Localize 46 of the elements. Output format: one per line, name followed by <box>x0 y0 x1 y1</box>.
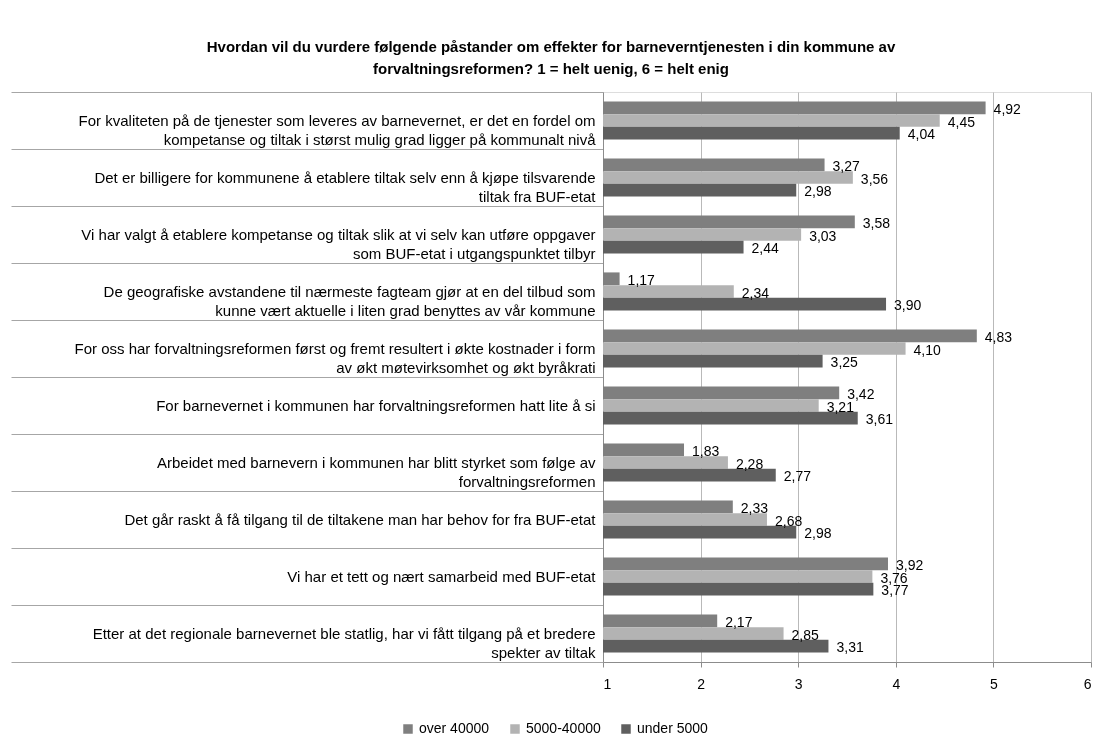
data-label: 2,17 <box>725 613 753 630</box>
x-tick-label: 4 <box>892 675 901 692</box>
data-label: 2,33 <box>740 499 769 516</box>
data-label: 3,92 <box>895 556 924 573</box>
data-label: 2,98 <box>804 183 832 200</box>
data-label: 4,04 <box>907 126 936 143</box>
data-label: 2,68 <box>774 512 803 529</box>
y-tick-label: For barnevernet i kommunen har forvaltningsreformen hatt lite å si <box>156 397 596 414</box>
data-label: 4,10 <box>913 341 942 358</box>
legend-label: over 40000 <box>419 720 490 736</box>
data-label: 1,17 <box>627 271 656 288</box>
x-tick-label: 2 <box>697 675 706 692</box>
x-tick-label: 3 <box>794 675 803 692</box>
x-tick-label: 6 <box>1083 675 1092 692</box>
legend-label: under 5000 <box>637 720 709 736</box>
y-tick-label: Vi har et tett og nært samarbeid med BUF-etat <box>287 568 597 585</box>
x-tick-label: 1 <box>603 675 612 692</box>
data-label: 4,92 <box>993 100 1022 117</box>
y-tick-label: De geografiske avstandene til nærmeste fagteam gjør at en del tilbud som kunne vært aktuelle i liten grad benyttes av vår kommune <box>103 283 596 319</box>
chart-title: Hvordan vil du vurdere følgende påstander om effekter for barneverntjenesten i din kommune av forvaltningsreformen? 1 = helt uenig, 6 = helt enig <box>206 38 896 77</box>
x-tick-label: 5 <box>990 675 998 692</box>
data-label: 2,85 <box>791 626 820 643</box>
data-label: 2,44 <box>751 240 780 257</box>
y-tick-label: For oss har forvaltningsreformen først og fremt resultert i økte kostnader i form av økt møtevirksomhet og økt byråkrati <box>74 340 596 376</box>
legend-label: 5000-40000 <box>526 720 601 736</box>
data-label: 2,98 <box>804 525 832 542</box>
data-label: 2,77 <box>783 468 812 485</box>
y-tick-label: Det går raskt å få tilgang til de tiltakene man har behov for fra BUF-etat <box>124 511 597 528</box>
data-label: 1,83 <box>692 442 720 459</box>
data-label: 3,03 <box>809 227 837 244</box>
data-label: 2,28 <box>735 455 764 472</box>
y-tick-label: Vi har valgt å etablere kompetanse og tiltak slik at vi selv kan utføre oppgaver som BUF-etat i utgangspunktet tilbyr <box>81 226 596 262</box>
y-tick-label: For kvaliteten på de tjenester som leveres av barnevernet, er det en fordel om kompetanse og tiltak i størst mulig grad ligger på kommunalt nivå <box>78 112 597 148</box>
data-label: 3,25 <box>830 354 859 371</box>
data-label: 3,90 <box>894 297 922 314</box>
data-label: 3,61 <box>865 411 894 428</box>
data-label: 3,31 <box>836 639 864 656</box>
y-tick-label: Det er billigere for kommunene å etablere tiltak selv enn å kjøpe tilsvarende tiltak fra BUF-etat <box>94 169 597 205</box>
data-label: 3,58 <box>862 214 891 231</box>
data-label: 3,56 <box>860 170 889 187</box>
data-label: 2,34 <box>741 284 770 301</box>
y-tick-label: Arbeidet med barnevern i kommunen har blitt styrket som følge av forvaltningsreformen <box>156 454 596 490</box>
y-tick-label: Etter at det regionale barnevernet ble statlig, har vi fått tilgang på et bredere spekter av tiltak <box>92 625 596 661</box>
data-label: 3,27 <box>832 157 861 174</box>
data-label: 4,45 <box>947 113 976 130</box>
data-label: 4,83 <box>984 328 1013 345</box>
